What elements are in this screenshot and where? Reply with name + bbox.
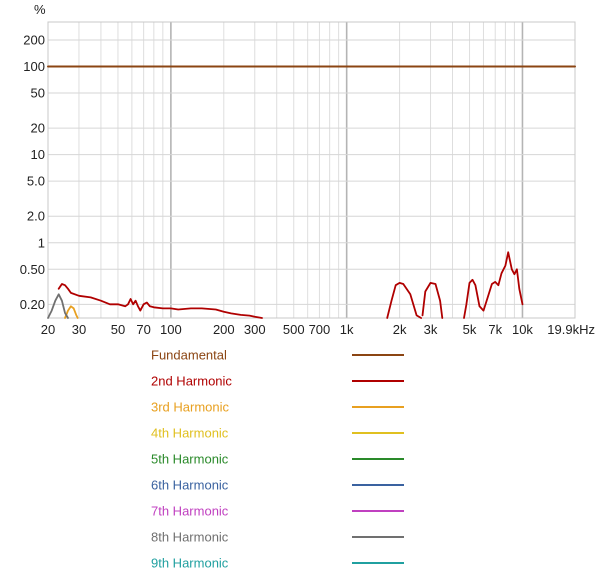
x-tick-label: 50 bbox=[111, 322, 125, 337]
x-tick-label: 300 bbox=[244, 322, 266, 337]
series-line-2-segment-3 bbox=[421, 281, 444, 319]
legend-label: 8th Harmonic bbox=[151, 530, 229, 545]
x-tick-label: 7k bbox=[488, 322, 502, 337]
series-line-3-segment-1 bbox=[64, 305, 79, 319]
y-tick-label: 5.0 bbox=[27, 174, 45, 189]
x-tick-label: 20 bbox=[41, 322, 55, 337]
x-tick-label: 70 bbox=[136, 322, 150, 337]
legend-label: 7th Harmonic bbox=[151, 504, 229, 519]
x-tick-label: 200 bbox=[213, 322, 235, 337]
legend-label: 3rd Harmonic bbox=[151, 400, 230, 415]
legend-label: 2nd Harmonic bbox=[151, 374, 232, 389]
x-tick-label: 30 bbox=[72, 322, 86, 337]
x-tick-label: 500 bbox=[283, 322, 305, 337]
y-tick-label: 0.20 bbox=[20, 297, 45, 312]
legend-label: 5th Harmonic bbox=[151, 452, 229, 467]
y-tick-label: 2.0 bbox=[27, 209, 45, 224]
x-tick-label: 3k bbox=[424, 322, 438, 337]
series-lines bbox=[47, 65, 576, 319]
legend-label: Fundamental bbox=[151, 348, 227, 363]
legend-label: 6th Harmonic bbox=[151, 478, 229, 493]
series-line-2-segment-1 bbox=[57, 283, 263, 319]
series-line-2-segment-4 bbox=[463, 251, 524, 319]
series-line-8-segment-1 bbox=[47, 293, 69, 319]
plot-frame bbox=[47, 21, 576, 319]
x-tick-label: 100 bbox=[160, 322, 182, 337]
series-line-2-segment-2 bbox=[386, 281, 423, 319]
y-axis-unit: % bbox=[34, 2, 46, 17]
y-tick-label: 50 bbox=[31, 86, 45, 101]
y-tick-label: 0.50 bbox=[20, 262, 45, 277]
x-tick-label: 1k bbox=[340, 322, 354, 337]
legend-label: 9th Harmonic bbox=[151, 556, 229, 571]
legend: Fundamental 2nd Harmonic 3rd Harmonic 4th H… bbox=[151, 348, 404, 571]
x-tick-label: 700 bbox=[309, 322, 331, 337]
axis-labels: % 200 100 50 20 10 5.0 2.0 1 0.50 0.20 20 30 50 70 100… bbox=[20, 2, 595, 337]
y-tick-label: 20 bbox=[31, 121, 45, 136]
legend-label: 4th Harmonic bbox=[151, 426, 229, 441]
x-tick-label: 5k bbox=[463, 322, 477, 337]
y-tick-label: 200 bbox=[23, 32, 45, 47]
x-tick-label: 19.9kHz bbox=[547, 322, 595, 337]
y-tick-label: 10 bbox=[31, 147, 45, 162]
x-tick-label: 2k bbox=[393, 322, 407, 337]
y-tick-label: 1 bbox=[38, 235, 45, 250]
y-tick-label: 100 bbox=[23, 59, 45, 74]
x-tick-label: 10k bbox=[512, 322, 533, 337]
